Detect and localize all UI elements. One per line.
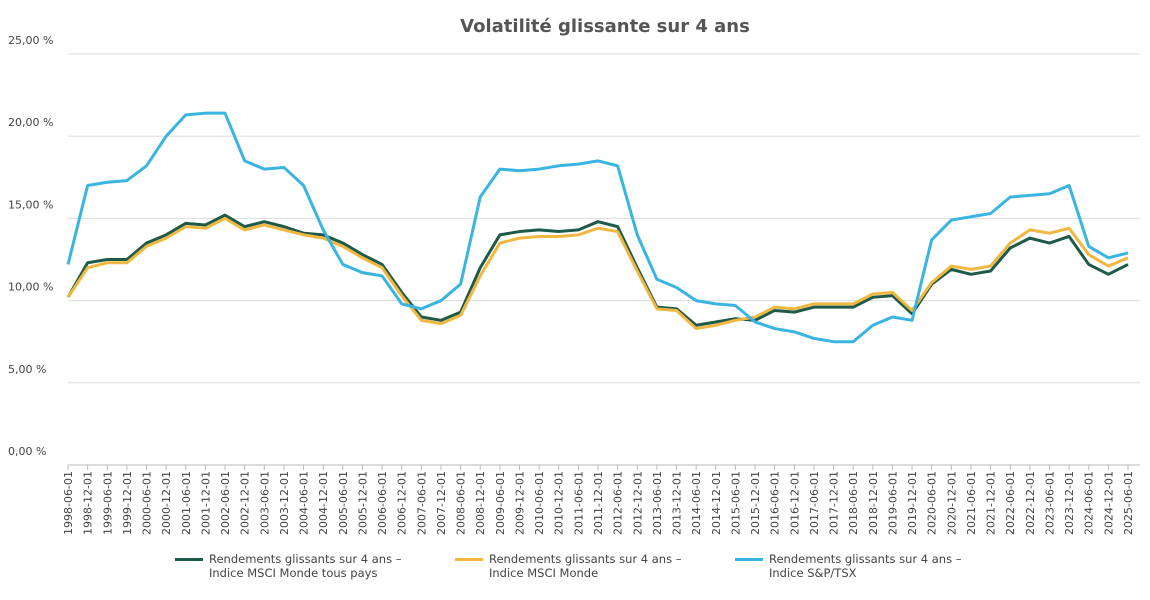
x-tick-label: 2000-12-01 bbox=[160, 471, 173, 535]
x-tick-label: 2018-12-01 bbox=[867, 471, 880, 535]
x-tick-label: 2017-06-01 bbox=[808, 471, 821, 535]
x-tick-label: 2021-12-01 bbox=[985, 471, 998, 535]
x-tick-label: 2011-12-01 bbox=[592, 471, 605, 535]
x-tick-label: 2015-12-01 bbox=[749, 471, 762, 535]
series-line bbox=[66, 216, 1129, 331]
x-tick-label: 2001-12-01 bbox=[199, 471, 212, 535]
y-tick-label: 5,00 % bbox=[8, 363, 46, 376]
series-line bbox=[66, 213, 1129, 327]
x-tick-label: 2008-12-01 bbox=[474, 471, 487, 535]
x-tick-label: 1999-06-01 bbox=[101, 471, 114, 535]
y-tick-label: 20,00 % bbox=[8, 116, 53, 129]
chart-title: Volatilité glissante sur 4 ans bbox=[460, 16, 750, 37]
x-tick-label: 2021-06-01 bbox=[965, 471, 978, 535]
x-tick-label: 2004-12-01 bbox=[317, 471, 330, 535]
x-tick-label: 2002-06-01 bbox=[219, 471, 232, 535]
x-tick-label: 2006-06-01 bbox=[376, 471, 389, 535]
y-tick-label: 10,00 % bbox=[8, 281, 53, 294]
y-tick-label: 15,00 % bbox=[8, 198, 53, 211]
x-tick-label: 2012-12-01 bbox=[631, 471, 644, 535]
x-tick-label: 1998-06-01 bbox=[62, 471, 75, 535]
x-tick-label: 1998-12-01 bbox=[82, 471, 95, 535]
chart: Volatilité glissante sur 4 ans 0,00 % 5,0… bbox=[8, 16, 1140, 535]
x-tick-label: 2004-06-01 bbox=[298, 471, 311, 535]
x-tick-label: 2011-06-01 bbox=[572, 471, 585, 535]
x-tick-label: 2015-06-01 bbox=[729, 471, 742, 535]
x-tick-label: 2006-12-01 bbox=[396, 471, 409, 535]
x-tick-label: 2002-12-01 bbox=[239, 471, 252, 535]
x-tick-label: 2003-06-01 bbox=[258, 471, 271, 535]
x-tick-label: 1999-12-01 bbox=[121, 471, 134, 535]
x-tick-label: 2005-12-01 bbox=[356, 471, 369, 535]
x-tick-label: 2000-06-01 bbox=[141, 471, 154, 535]
x-tick-label: 2014-12-01 bbox=[710, 471, 723, 535]
x-tick-label: 2007-12-01 bbox=[435, 471, 448, 535]
x-tick-label: 2019-12-01 bbox=[906, 471, 919, 535]
x-tick-label: 2010-06-01 bbox=[533, 471, 546, 535]
x-tick-label: 2003-12-01 bbox=[278, 471, 291, 535]
x-tick-label: 2019-06-01 bbox=[886, 471, 899, 535]
x-tick-label: 2020-06-01 bbox=[926, 471, 939, 535]
x-tick-label: 2008-06-01 bbox=[455, 471, 468, 535]
x-tick-label: 2024-06-01 bbox=[1083, 471, 1096, 535]
legend-label: Rendements glissants sur 4 ans – Indice … bbox=[769, 552, 962, 580]
x-tick-label: 2005-06-01 bbox=[337, 471, 350, 535]
x-tick-label: 2018-06-01 bbox=[847, 471, 860, 535]
legend-swatch bbox=[735, 558, 763, 561]
legend: Rendements glissants sur 4 ans – Indice … bbox=[0, 552, 1150, 580]
y-tick-label: 0,00 % bbox=[8, 445, 46, 458]
x-tick-label: 2016-06-01 bbox=[769, 471, 782, 535]
x-tick-label: 2001-06-01 bbox=[180, 471, 193, 535]
x-tick-label: 2023-06-01 bbox=[1043, 471, 1056, 535]
x-tick-label: 2014-06-01 bbox=[690, 471, 703, 535]
x-tick-label: 2022-06-01 bbox=[1004, 471, 1017, 535]
x-tick-label: 2007-06-01 bbox=[415, 471, 428, 535]
x-tick-label: 2013-06-01 bbox=[651, 471, 664, 535]
series-line bbox=[66, 111, 1129, 344]
x-tick-label: 2013-12-01 bbox=[671, 471, 684, 535]
x-tick-label: 2012-06-01 bbox=[612, 471, 625, 535]
legend-item: Rendements glissants sur 4 ans – Indice … bbox=[455, 552, 695, 580]
y-tick-label: 25,00 % bbox=[8, 34, 53, 47]
x-tick-label: 2016-12-01 bbox=[788, 471, 801, 535]
x-tick-label: 2023-12-01 bbox=[1063, 471, 1076, 535]
legend-swatch bbox=[455, 558, 483, 561]
x-tick-label: 2009-12-01 bbox=[513, 471, 526, 535]
x-tick-label: 2010-12-01 bbox=[553, 471, 566, 535]
legend-swatch bbox=[175, 558, 203, 561]
legend-label: Rendements glissants sur 4 ans – Indice … bbox=[489, 552, 682, 580]
legend-item: Rendements glissants sur 4 ans – Indice … bbox=[175, 552, 415, 580]
x-tick-label: 2024-12-01 bbox=[1102, 471, 1115, 535]
legend-item: Rendements glissants sur 4 ans – Indice … bbox=[735, 552, 975, 580]
x-tick-label: 2022-12-01 bbox=[1024, 471, 1037, 535]
x-tick-label: 2009-06-01 bbox=[494, 471, 507, 535]
x-tick-label: 2020-12-01 bbox=[945, 471, 958, 535]
x-tick-label: 2017-12-01 bbox=[828, 471, 841, 535]
legend-label: Rendements glissants sur 4 ans – Indice … bbox=[209, 552, 402, 580]
x-tick-label: 2025-06-01 bbox=[1122, 471, 1135, 535]
